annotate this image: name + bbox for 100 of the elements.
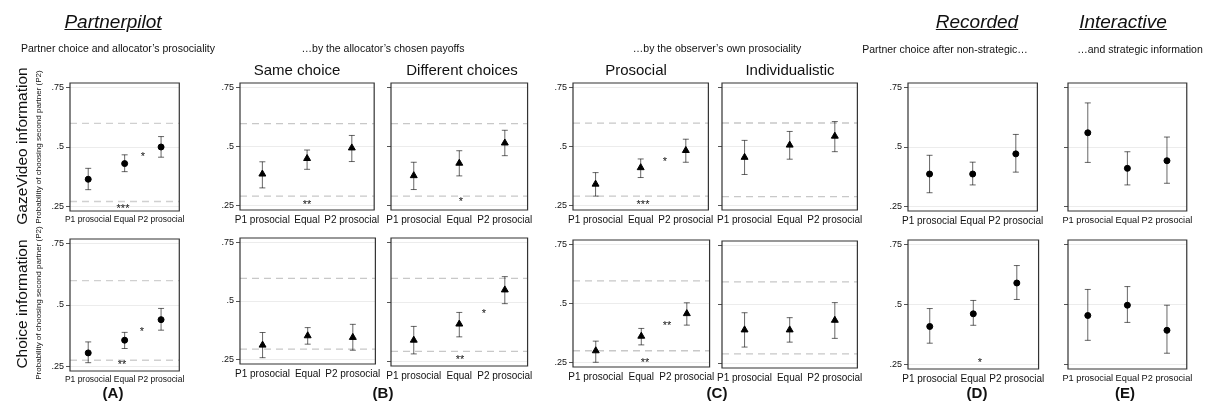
chart-title: Interactive xyxy=(1079,11,1167,33)
x-tick-label: P1 prosocial xyxy=(64,214,112,225)
y-tick-label: .5 xyxy=(56,299,64,310)
y-axis-title: Probability of choosing second partner (P2) xyxy=(33,70,43,224)
x-tick-label: Equal xyxy=(446,213,473,225)
text: (D) xyxy=(966,383,988,401)
x-tick-label: P2 prosocial xyxy=(137,214,185,225)
x-tick-label: P2 prosocial xyxy=(325,367,381,379)
x-tick-label: P1 prosocial xyxy=(64,374,112,385)
x-tick-label: Equal xyxy=(1115,215,1140,226)
annotation: ** xyxy=(662,319,672,331)
text: Choice information xyxy=(13,239,31,369)
y-tick-label: .25 xyxy=(51,360,64,371)
x-tick-label: P2 prosocial xyxy=(1141,215,1193,226)
y-tick-label: .25 xyxy=(889,358,902,369)
y-tick-label: .75 xyxy=(51,238,64,249)
chart-subtitle: …and strategic information xyxy=(1077,43,1203,55)
y-tick-label: .5 xyxy=(559,297,567,308)
x-tick-label: P2 prosocial xyxy=(477,369,533,381)
y-tick-label: .5 xyxy=(894,298,902,309)
annotation: * xyxy=(481,307,487,319)
chart-subtitle: Partner choice and allocator’s prosociality xyxy=(21,42,215,54)
annotation: * xyxy=(458,195,464,207)
x-tick-label: Equal xyxy=(628,370,655,382)
y-tick-label: .75 xyxy=(889,239,902,250)
annotation: ** xyxy=(117,358,127,370)
chart-subtitle: …by the observer’s own prosociality xyxy=(632,42,802,54)
y-tick-label: .25 xyxy=(221,199,234,210)
x-tick-label: Equal xyxy=(294,367,321,379)
x-tick-label: P1 prosocial xyxy=(235,367,291,379)
x-tick-label: P1 prosocial xyxy=(1062,215,1114,226)
x-tick-label: Equal xyxy=(294,213,320,225)
y-tick-label: .5 xyxy=(226,295,234,306)
x-tick-label: Equal xyxy=(776,371,803,383)
x-tick-label: P2 prosocial xyxy=(658,213,714,225)
x-tick-label: P2 prosocial xyxy=(807,213,863,225)
x-tick-label: Equal xyxy=(1115,373,1140,384)
y-tick-label: .75 xyxy=(889,82,902,93)
annotation: * xyxy=(139,325,145,337)
y-tick-label: .25 xyxy=(554,356,567,367)
y-tick-label: .25 xyxy=(889,200,902,211)
x-tick-label: P2 prosocial xyxy=(807,371,863,383)
annotation: ** xyxy=(455,353,465,365)
x-tick-label: P1 prosocial xyxy=(1062,373,1114,384)
y-tick-label: .75 xyxy=(221,82,234,93)
annotation: *** xyxy=(636,198,650,210)
x-tick-label: P2 prosocial xyxy=(324,213,380,225)
x-tick-label: Equal xyxy=(113,214,136,225)
y-tick-label: .5 xyxy=(56,141,64,152)
y-tick-label: .5 xyxy=(894,141,902,152)
x-tick-label: P1 prosocial xyxy=(902,372,958,384)
y-axis-title: Probability of choosing second partner (P2) xyxy=(33,226,43,380)
x-tick-label: Equal xyxy=(446,369,473,381)
chart-title: Different choices xyxy=(406,60,518,78)
chart-title: Individualistic xyxy=(745,60,835,78)
x-tick-label: Equal xyxy=(960,372,987,384)
y-tick-label: .75 xyxy=(221,237,234,248)
annotation: ** xyxy=(302,198,312,210)
text: (B) xyxy=(372,383,394,401)
x-tick-label: P1 prosocial xyxy=(386,213,442,225)
x-tick-label: P1 prosocial xyxy=(234,213,290,225)
x-tick-label: Equal xyxy=(959,214,986,226)
chart-subtitle: …by the allocator’s chosen payoffs xyxy=(301,42,465,54)
annotation: * xyxy=(140,150,146,162)
x-tick-label: Equal xyxy=(627,213,654,225)
x-tick-label: P1 prosocial xyxy=(717,371,773,383)
y-tick-label: .25 xyxy=(554,199,567,210)
annotation: ** xyxy=(640,356,650,368)
text: (E) xyxy=(1115,383,1135,401)
chart-title: Same choice xyxy=(253,60,341,78)
x-tick-label: P1 prosocial xyxy=(902,214,958,226)
annotation: * xyxy=(977,356,983,368)
chart-title: Partnerpilot xyxy=(64,11,162,33)
chart-title: Prosocial xyxy=(605,60,667,78)
text: (A) xyxy=(102,383,124,401)
x-tick-label: P2 prosocial xyxy=(137,374,185,385)
x-tick-label: P2 prosocial xyxy=(1141,373,1193,384)
y-tick-label: .75 xyxy=(554,82,567,93)
y-tick-label: .5 xyxy=(226,140,234,151)
x-tick-label: P1 prosocial xyxy=(386,369,442,381)
x-tick-label: Equal xyxy=(776,213,803,225)
x-tick-label: P2 prosocial xyxy=(477,213,533,225)
x-tick-label: P2 prosocial xyxy=(989,372,1045,384)
y-tick-label: .25 xyxy=(51,200,64,211)
x-tick-label: P1 prosocial xyxy=(717,213,773,225)
chart-subtitle: Partner choice after non-strategic… xyxy=(862,43,1028,55)
x-tick-label: P2 prosocial xyxy=(988,214,1044,226)
x-tick-label: P1 prosocial xyxy=(568,370,624,382)
y-tick-label: .75 xyxy=(51,82,64,93)
x-tick-label: Equal xyxy=(113,374,136,385)
annotation: *** xyxy=(116,202,130,214)
y-tick-label: .5 xyxy=(559,140,567,151)
x-tick-label: P2 prosocial xyxy=(659,370,715,382)
chart-title: Recorded xyxy=(935,11,1019,33)
annotation: * xyxy=(662,155,668,167)
y-tick-label: .75 xyxy=(554,239,567,250)
text: GazeVideo information xyxy=(13,67,31,225)
x-tick-label: P1 prosocial xyxy=(568,213,624,225)
y-tick-label: .25 xyxy=(221,353,234,364)
text: (C) xyxy=(706,383,728,401)
